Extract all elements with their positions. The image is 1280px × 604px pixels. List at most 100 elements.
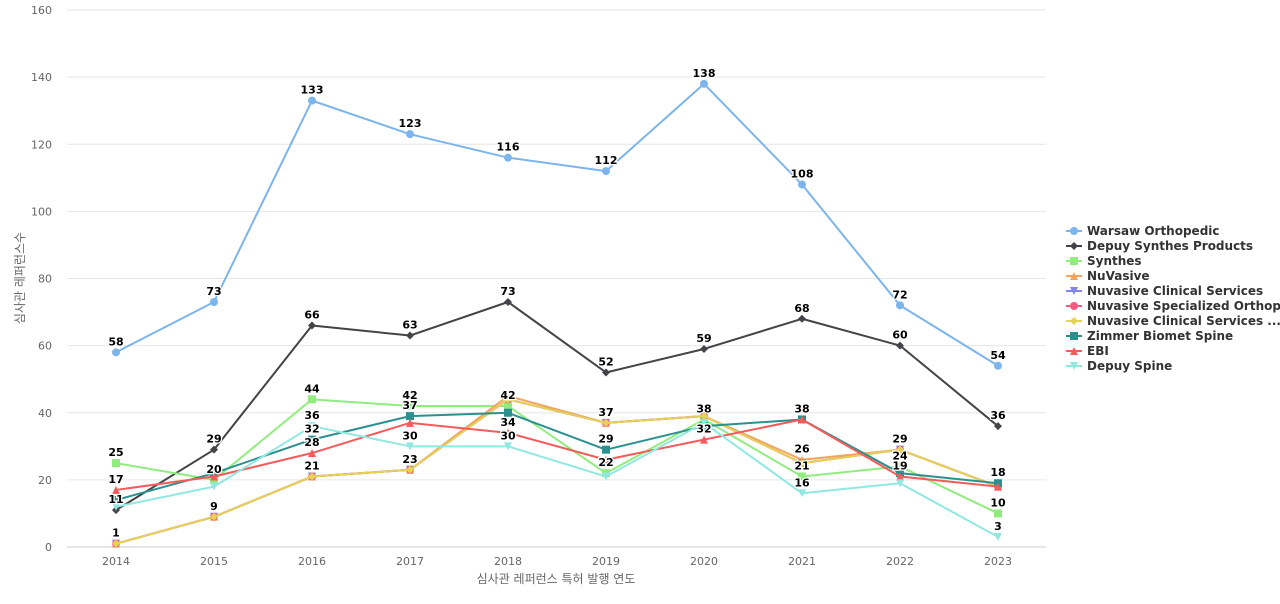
data-point bbox=[798, 314, 806, 323]
x-tick-label: 2019 bbox=[592, 555, 620, 568]
legend-item[interactable]: Nuvasive Specialized Orthop... bbox=[1066, 298, 1280, 313]
legend-item[interactable]: NuVasive bbox=[1066, 268, 1280, 283]
legend-marker-icon bbox=[1066, 271, 1082, 280]
legend-label: Warsaw Orthopedic bbox=[1087, 223, 1220, 238]
y-axis-title: 심사관 레퍼런스수 bbox=[13, 232, 27, 324]
data-point bbox=[406, 465, 414, 474]
legend-item[interactable]: Warsaw Orthopedic bbox=[1066, 223, 1280, 238]
legend-item[interactable]: EBI bbox=[1066, 343, 1280, 358]
data-label: 108 bbox=[791, 168, 814, 181]
y-tick-label: 100 bbox=[31, 205, 52, 218]
data-label: 37 bbox=[598, 406, 613, 419]
legend-symbol bbox=[1070, 241, 1078, 250]
data-label: 32 bbox=[696, 423, 711, 436]
data-label: 1 bbox=[112, 527, 120, 540]
data-point bbox=[504, 297, 512, 306]
data-point bbox=[210, 445, 218, 454]
data-point bbox=[308, 435, 316, 444]
series-line bbox=[115, 300, 999, 511]
legend-item[interactable]: Depuy Spine bbox=[1066, 358, 1280, 373]
data-label: 34 bbox=[500, 416, 516, 429]
data-point bbox=[112, 348, 120, 357]
legend-symbol bbox=[1070, 316, 1078, 325]
data-point bbox=[504, 153, 512, 162]
data-label: 66 bbox=[304, 308, 320, 321]
legend-marker-icon bbox=[1066, 256, 1082, 265]
legend-marker-icon bbox=[1066, 241, 1082, 250]
legend-symbol bbox=[1070, 226, 1078, 235]
data-label: 20 bbox=[206, 463, 222, 476]
data-label: 42 bbox=[402, 389, 417, 402]
data-point bbox=[308, 395, 316, 404]
data-point bbox=[504, 428, 512, 437]
data-point bbox=[112, 539, 120, 548]
legend-item[interactable]: Synthes bbox=[1066, 253, 1280, 268]
legend-marker-icon bbox=[1066, 346, 1082, 355]
series-line bbox=[115, 398, 999, 545]
data-point bbox=[700, 435, 708, 444]
data-point bbox=[700, 344, 708, 353]
series-line bbox=[115, 82, 999, 367]
data-point bbox=[700, 418, 708, 427]
y-tick-label: 140 bbox=[31, 71, 52, 84]
data-point bbox=[112, 496, 120, 505]
data-label: 73 bbox=[500, 285, 515, 298]
x-tick-label: 2022 bbox=[886, 555, 914, 568]
legend-item[interactable]: Nuvasive Clinical Services ... bbox=[1066, 313, 1280, 328]
data-point bbox=[210, 297, 218, 306]
data-label: 9 bbox=[210, 500, 218, 513]
data-label: 60 bbox=[892, 329, 908, 342]
data-label: 23 bbox=[402, 453, 417, 466]
legend-item[interactable]: Nuvasive Clinical Services bbox=[1066, 283, 1280, 298]
series-4 bbox=[112, 395, 1002, 548]
data-point bbox=[994, 422, 1002, 431]
data-label: 116 bbox=[497, 141, 520, 154]
data-label: 42 bbox=[500, 389, 515, 402]
legend-marker-icon bbox=[1066, 316, 1082, 325]
data-label: 16 bbox=[794, 476, 810, 489]
data-label: 54 bbox=[990, 349, 1006, 362]
data-label: 29 bbox=[598, 433, 613, 446]
data-point bbox=[798, 415, 806, 424]
data-point bbox=[896, 462, 904, 471]
data-label: 138 bbox=[693, 67, 716, 80]
legend-item[interactable]: Zimmer Biomet Spine bbox=[1066, 328, 1280, 343]
data-label: 18 bbox=[990, 466, 1005, 479]
legend-marker-icon bbox=[1066, 286, 1082, 295]
series-5 bbox=[112, 395, 1002, 548]
gridlines bbox=[67, 9, 1046, 548]
data-point bbox=[406, 402, 414, 411]
x-tick-label: 2017 bbox=[396, 555, 424, 568]
data-point bbox=[210, 512, 218, 521]
data-point bbox=[308, 449, 316, 458]
x-tick-label: 2021 bbox=[788, 555, 816, 568]
data-point bbox=[602, 455, 610, 464]
data-point bbox=[700, 79, 708, 88]
data-label: 29 bbox=[892, 433, 907, 446]
y-tick-label: 0 bbox=[45, 541, 52, 554]
series-9 bbox=[112, 418, 1002, 541]
y-tick-label: 20 bbox=[38, 474, 52, 487]
series-line bbox=[115, 398, 999, 515]
data-point bbox=[406, 442, 414, 451]
data-label: 58 bbox=[108, 335, 123, 348]
legend-marker-icon bbox=[1066, 226, 1082, 235]
legend-label: Synthes bbox=[1087, 253, 1142, 268]
data-point bbox=[798, 489, 806, 498]
data-labels: 5873133123116112138108725411296663735259… bbox=[107, 66, 1007, 541]
data-point bbox=[602, 368, 610, 377]
data-point bbox=[994, 509, 1002, 518]
data-point bbox=[112, 459, 120, 468]
axes: 심사관 레퍼런스 특허 발행 연도 심사관 레퍼런스수 0 20 40 60 80 100… bbox=[13, 4, 1012, 586]
legend-marker-icon bbox=[1066, 361, 1082, 370]
x-tick-label: 2023 bbox=[984, 555, 1012, 568]
data-point bbox=[602, 472, 610, 481]
data-point bbox=[798, 180, 806, 189]
legend-item[interactable]: Depuy Synthes Products bbox=[1066, 238, 1280, 253]
legend-marker-icon bbox=[1066, 301, 1082, 310]
data-point bbox=[798, 472, 806, 481]
series-line bbox=[115, 398, 999, 545]
data-point bbox=[896, 341, 904, 350]
